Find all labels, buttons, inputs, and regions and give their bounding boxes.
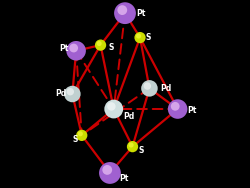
Circle shape (102, 165, 112, 175)
Text: Pd: Pd (123, 112, 134, 121)
Text: Pt: Pt (59, 44, 69, 53)
Text: S: S (138, 146, 143, 155)
Circle shape (96, 41, 102, 46)
Circle shape (66, 41, 86, 61)
Text: Pt: Pt (119, 174, 129, 183)
Text: Pt: Pt (136, 9, 146, 18)
Circle shape (117, 5, 127, 15)
Circle shape (64, 86, 81, 102)
Circle shape (95, 39, 106, 51)
Circle shape (134, 32, 146, 43)
Circle shape (78, 131, 83, 136)
Circle shape (76, 130, 88, 141)
Circle shape (104, 100, 123, 118)
Text: Pd: Pd (161, 84, 172, 93)
Circle shape (128, 143, 134, 148)
Circle shape (127, 141, 138, 152)
Circle shape (171, 102, 179, 111)
Circle shape (141, 80, 158, 97)
Text: S: S (108, 42, 114, 52)
Circle shape (114, 2, 136, 24)
Circle shape (168, 99, 188, 119)
Text: S: S (146, 33, 151, 42)
Circle shape (66, 88, 74, 95)
Circle shape (136, 33, 141, 39)
Circle shape (69, 44, 78, 52)
Circle shape (99, 162, 121, 184)
Text: S: S (72, 135, 78, 144)
Text: Pt: Pt (187, 106, 196, 115)
Text: Pd: Pd (56, 89, 67, 99)
Circle shape (144, 82, 151, 90)
Circle shape (107, 102, 116, 111)
